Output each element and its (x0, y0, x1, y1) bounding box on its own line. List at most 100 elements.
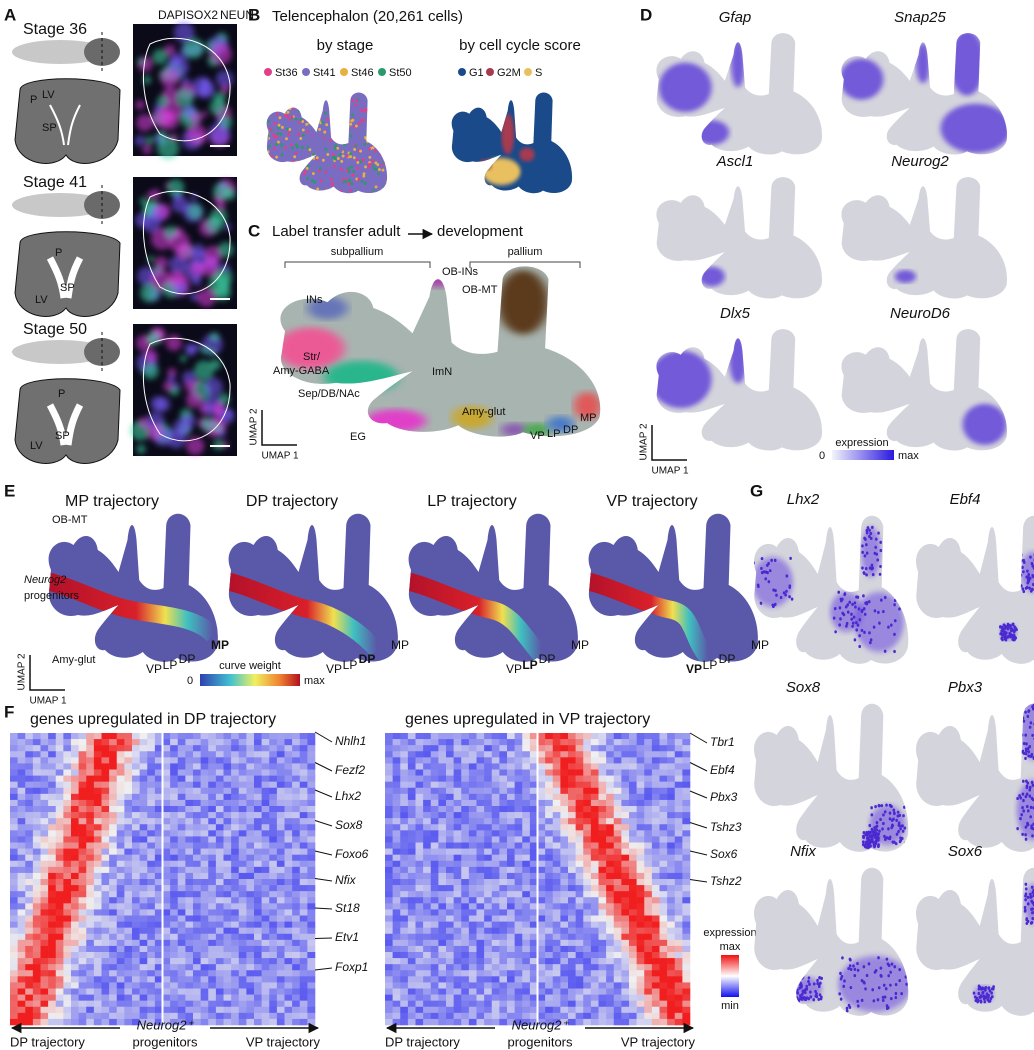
cell (858, 607, 861, 610)
heatmap-cell (545, 976, 553, 982)
heatmap-cell (33, 903, 41, 909)
cell (342, 154, 345, 157)
heatmap-cell (262, 885, 270, 891)
heatmap-cell (185, 824, 193, 830)
heatmap-cell (629, 824, 637, 830)
label: St46 (351, 67, 374, 79)
heatmap-cell (545, 800, 553, 806)
cell (284, 114, 287, 117)
heatmap-cell (269, 770, 277, 776)
heatmap-cell (469, 788, 477, 794)
heatmap-cell (400, 940, 408, 946)
heatmap-cell (216, 739, 224, 745)
heatmap-cell (163, 806, 171, 812)
heatmap-cell (614, 946, 622, 952)
heatmap-cell (545, 843, 553, 849)
heatmap-cell (682, 739, 690, 745)
heatmap-cell (18, 891, 26, 897)
heatmap-cell (269, 806, 277, 812)
label: Snap25 (894, 9, 946, 26)
heatmap-cell (269, 946, 277, 952)
heatmap-cell (423, 964, 431, 970)
heatmap-cell (644, 855, 652, 861)
heatmap-cell (56, 946, 64, 952)
heatmap-cell (170, 922, 178, 928)
cell (284, 194, 287, 197)
heatmap-cell (484, 733, 492, 739)
heatmap-cell (193, 1007, 201, 1013)
heatmap-cell (522, 903, 530, 909)
heatmap-cell (583, 855, 591, 861)
heatmap-cell (675, 964, 683, 970)
heatmap-cell (185, 1001, 193, 1007)
cell (332, 117, 335, 120)
heatmap-cell (292, 940, 300, 946)
heatmap-cell (400, 885, 408, 891)
heatmap-cell (132, 916, 140, 922)
heatmap-cell (469, 958, 477, 964)
heatmap-cell (431, 824, 439, 830)
heatmap-cell (102, 763, 110, 769)
heatmap-cell (667, 757, 675, 763)
heatmap-cell (86, 916, 94, 922)
heatmap-cell (216, 916, 224, 922)
label: DP (563, 424, 578, 436)
heatmap-cell (507, 800, 515, 806)
heatmap-cell (454, 861, 462, 867)
heatmap-cell (400, 976, 408, 982)
heatmap-cell (416, 952, 424, 958)
heatmap-cell (300, 916, 308, 922)
heatmap-cell (10, 824, 18, 830)
heatmap-cell (25, 964, 33, 970)
heatmap-cell (560, 733, 568, 739)
heatmap-cell (18, 922, 26, 928)
cell (334, 131, 337, 134)
heatmap-cell (25, 806, 33, 812)
heatmap-cell (583, 739, 591, 745)
heatmap-cell (208, 782, 216, 788)
heatmap-cell (446, 733, 454, 739)
heatmap-cell (446, 794, 454, 800)
heatmap-cell (10, 1001, 18, 1007)
heatmap-cell (400, 1019, 408, 1025)
heatmap-cell (583, 1001, 591, 1007)
cell (328, 189, 331, 192)
cell (319, 92, 322, 95)
label: DP trajectory (385, 1034, 460, 1049)
heatmap-cell (94, 745, 102, 751)
heatmap-cell (431, 885, 439, 891)
label: Stage 36 (23, 21, 87, 38)
heatmap-cell (583, 1007, 591, 1013)
heatmap-cell (660, 843, 668, 849)
cell (265, 179, 268, 182)
heatmap-cell (621, 879, 629, 885)
heatmap-cell (423, 843, 431, 849)
heatmap-cell (416, 812, 424, 818)
heatmap-cell (231, 806, 239, 812)
heatmap-cell (408, 922, 416, 928)
umap-expression (841, 329, 1007, 450)
heatmap-cell (48, 1013, 56, 1019)
heatmap-cell (431, 836, 439, 842)
heatmap-cell (553, 751, 561, 757)
heatmap-cell (10, 976, 18, 982)
heatmap-cell (48, 733, 56, 739)
heatmap-cell (239, 958, 247, 964)
heatmap-cell (576, 849, 584, 855)
heatmap-cell (400, 970, 408, 976)
cell (281, 153, 284, 156)
heatmap-cell (416, 830, 424, 836)
heatmap-cell (599, 952, 607, 958)
heatmap-cell (522, 976, 530, 982)
heatmap-cell (545, 885, 553, 891)
heatmap-cell (599, 934, 607, 940)
heatmap-cell (79, 891, 87, 897)
heatmap-cell (56, 1001, 64, 1007)
heatmap-cell (33, 812, 41, 818)
heatmap-cell (71, 861, 79, 867)
cell (296, 194, 299, 197)
cell (879, 549, 882, 552)
heatmap-cell (644, 763, 652, 769)
cell (766, 571, 769, 574)
heatmap-cell (63, 940, 71, 946)
